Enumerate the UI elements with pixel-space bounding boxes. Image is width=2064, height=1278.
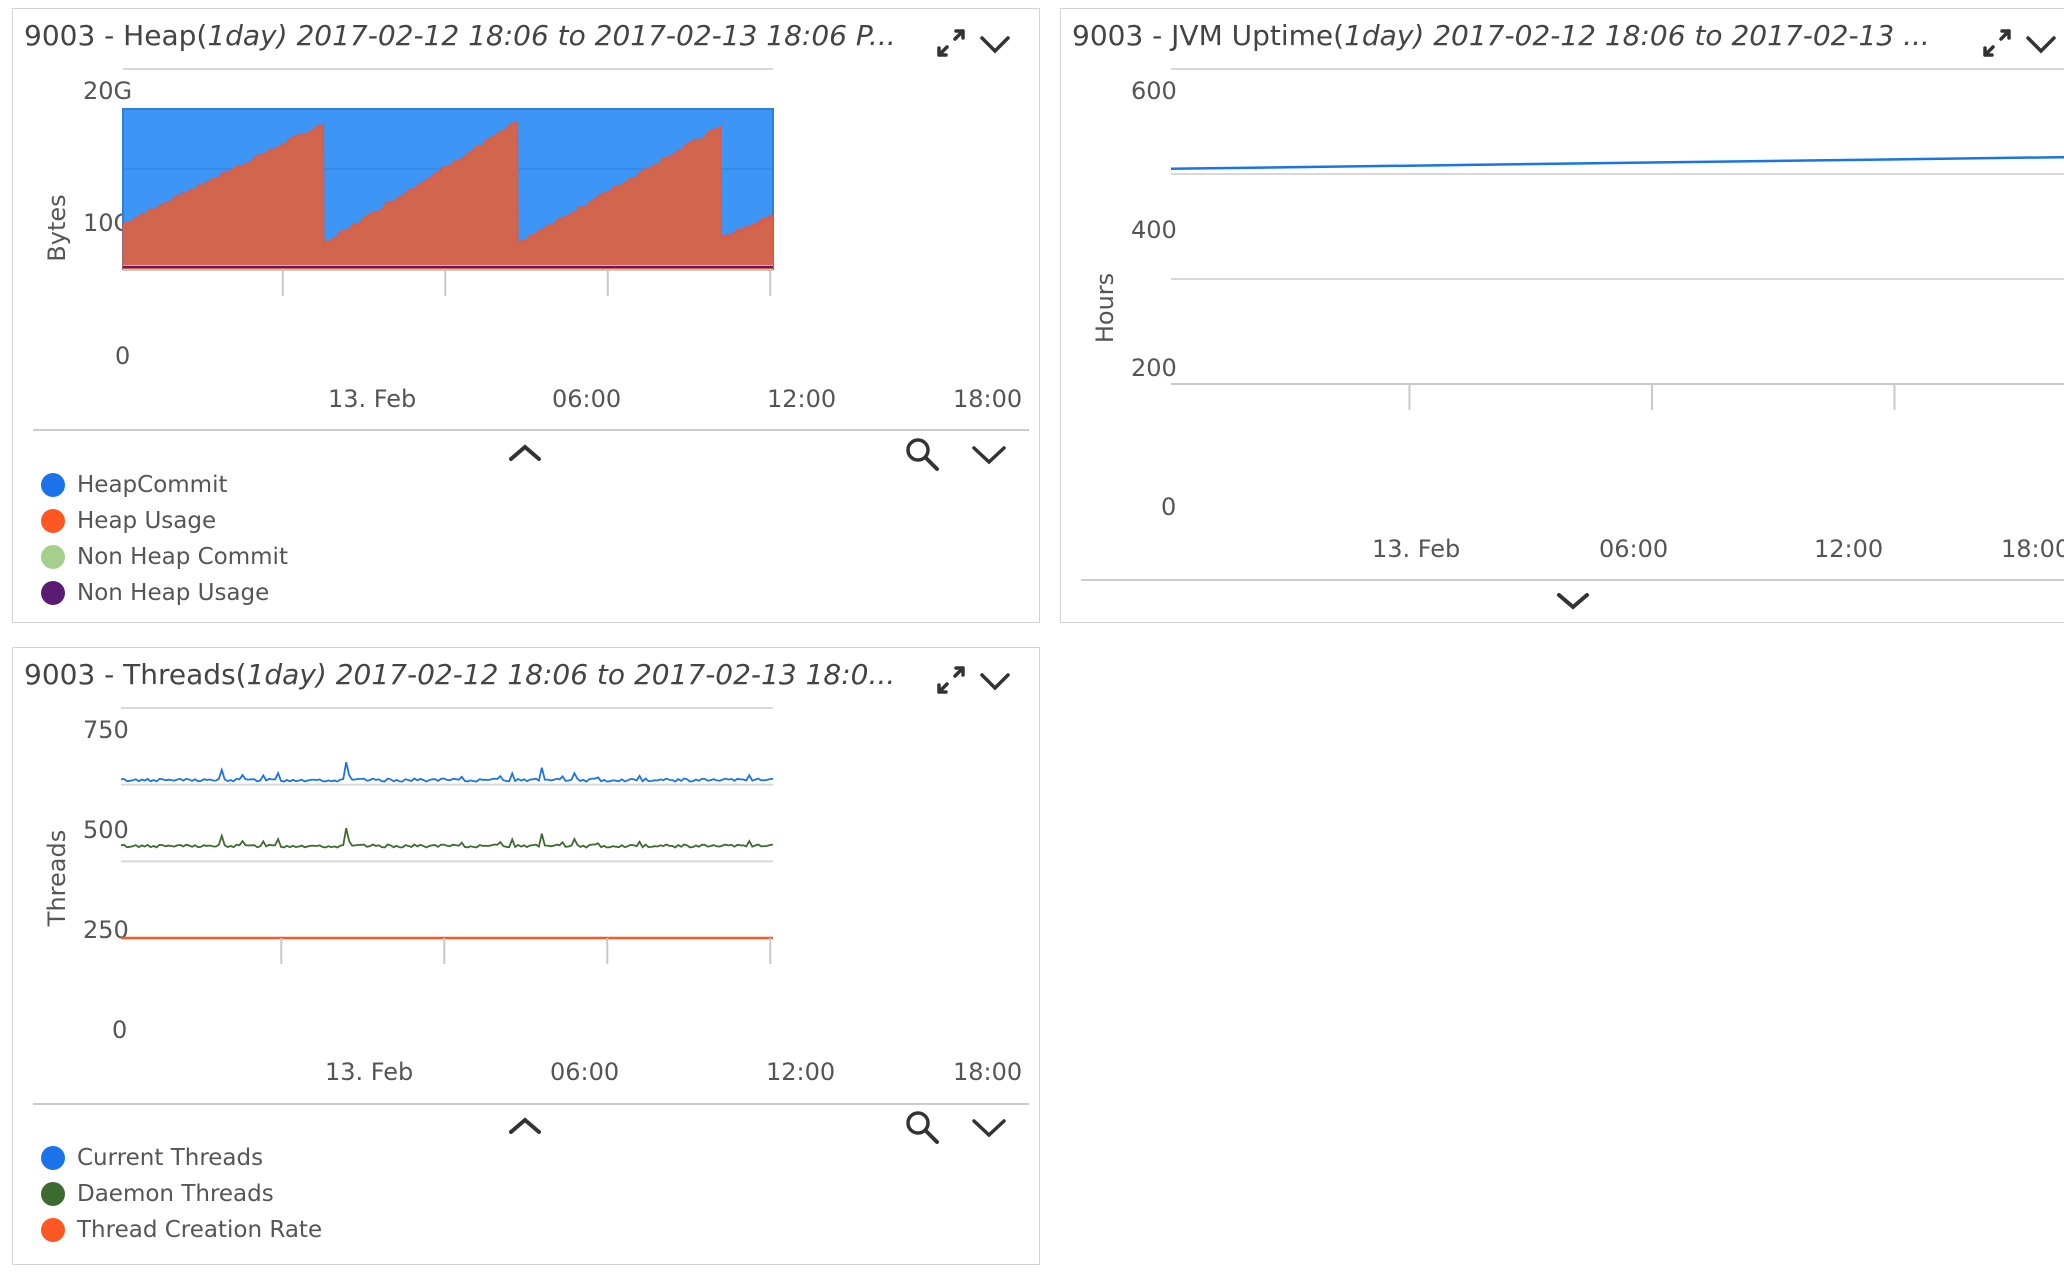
legend-swatch [41,1146,65,1170]
legend-item[interactable]: Thread Creation Rate [41,1212,322,1248]
legend-swatch [41,1218,65,1242]
chevron-down-icon[interactable] [969,437,1009,473]
y-tick-label: 600 [1131,77,1177,105]
search-icon[interactable] [903,435,943,475]
x-tick-label: 12:00 [1814,535,1884,563]
y-tick-label: 500 [83,816,129,844]
chevron-up-icon[interactable] [505,1110,545,1142]
legend-swatch [41,509,65,533]
chevron-up-icon[interactable] [505,437,545,469]
x-tick-label: 18:00 [953,385,1023,413]
heap-panel: 9003 - Heap(1day) 2017-02-12 18:06 to 20… [12,8,1040,623]
heap-usage-area [122,120,774,270]
divider [33,429,1029,431]
uptime-line [1170,155,2064,170]
y-tick-label: 250 [83,916,129,944]
legend-swatch [41,545,65,569]
divider [1081,579,2064,581]
legend-swatch [41,581,65,605]
chevron-down-icon[interactable] [1553,587,1593,617]
expand-icon[interactable] [933,662,969,698]
x-tick-label: 06:00 [1599,535,1669,563]
expand-icon[interactable] [1979,25,2015,61]
current-threads-line [120,761,774,783]
x-tick-label: 06:00 [552,385,622,413]
threads-line-chart [120,707,774,964]
expand-icon[interactable] [933,25,969,61]
x-tick-label: 13. Feb [1372,535,1461,563]
y-tick-label: 20G [83,77,133,105]
legend-item[interactable]: Non Heap Usage [41,575,288,611]
heap-area-chart [122,68,774,296]
panel-title: 9003 - JVM Uptime(1day) 2017-02-12 18:06… [1072,19,1930,52]
panel-title: 9003 - Threads(1day) 2017-02-12 18:06 to… [24,658,896,691]
threads-panel: 9003 - Threads(1day) 2017-02-12 18:06 to… [12,647,1040,1265]
legend-item[interactable]: Non Heap Commit [41,539,288,575]
y-tick-label: 200 [1131,354,1177,382]
panel-title: 9003 - Heap(1day) 2017-02-12 18:06 to 20… [24,19,896,52]
legend-item[interactable]: Daemon Threads [41,1176,322,1212]
chevron-down-icon[interactable] [977,664,1013,700]
chart-legend: HeapCommit Heap Usage Non Heap Commit No… [41,467,288,611]
chevron-down-icon[interactable] [969,1110,1009,1146]
x-tick-label: 12:00 [766,1058,836,1086]
chevron-down-icon[interactable] [977,27,1013,63]
y-tick-label: 750 [83,716,129,744]
legend-item[interactable]: Current Threads [41,1140,322,1176]
legend-item[interactable]: HeapCommit [41,467,288,503]
uptime-line-chart [1170,68,2064,410]
x-tick-label: 18:00 [2001,535,2064,563]
x-tick-label: 06:00 [550,1058,620,1086]
chart-legend: Current Threads Daemon Threads Thread Cr… [41,1140,322,1248]
chevron-down-icon[interactable] [2023,27,2059,63]
legend-swatch [41,1182,65,1206]
uptime-panel: 9003 - JVM Uptime(1day) 2017-02-12 18:06… [1060,8,2064,623]
divider [33,1103,1029,1105]
daemon-threads-line [120,827,774,849]
x-tick-label: 18:00 [953,1058,1023,1086]
y-tick-label: 400 [1131,216,1177,244]
y-tick-label: 0 [1161,493,1177,521]
x-tick-label: 13. Feb [325,1058,414,1086]
x-tick-label: 13. Feb [328,385,417,413]
y-tick-label: 0 [112,1016,128,1044]
x-tick-label: 12:00 [767,385,837,413]
search-icon[interactable] [903,1108,943,1148]
legend-swatch [41,473,65,497]
y-tick-label: 0 [115,342,131,370]
legend-item[interactable]: Heap Usage [41,503,288,539]
